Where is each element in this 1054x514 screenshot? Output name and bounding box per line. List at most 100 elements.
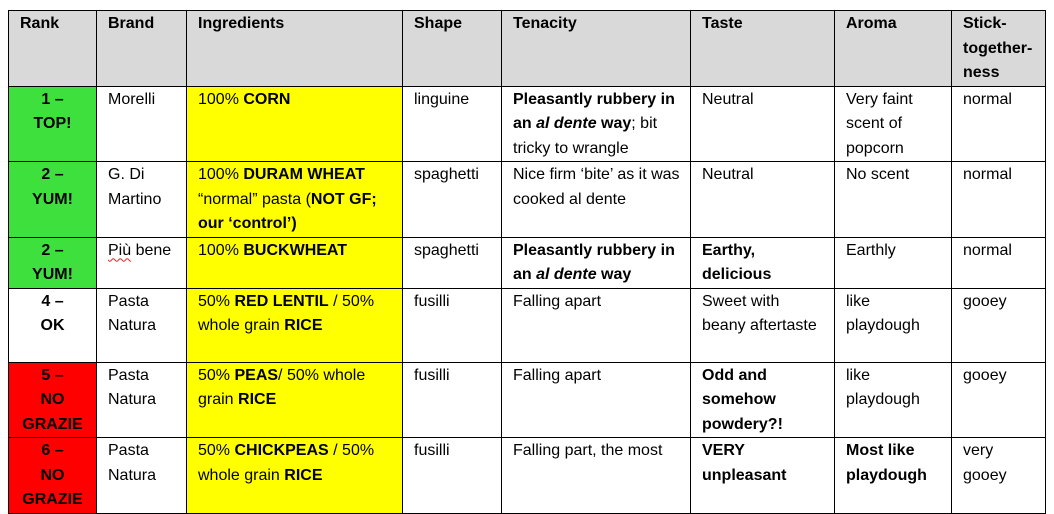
rank-cell: 6 – NO GRAZIE — [8, 437, 97, 514]
rank-cell: 2 – YUM! — [8, 161, 97, 238]
ingredients-text: / 50% whole grain — [198, 366, 366, 409]
table-row: 4 – OK Pasta Natura 50% RED LENTIL / 50% … — [8, 287, 1046, 363]
ingredients-text: / 50% whole grain — [198, 292, 375, 335]
ingredients-main: RICE — [238, 391, 277, 408]
shape-cell: fusilli — [402, 437, 502, 514]
brand-cell: Più bene — [96, 236, 187, 289]
rank-label: OK — [40, 317, 65, 334]
shape-cell: spaghetti — [402, 161, 502, 238]
ingredients-main: BUCKWHEAT — [243, 241, 348, 259]
table-row: 6 – NO GRAZIE Pasta Natura 50% CHICKPEAS … — [8, 437, 1046, 514]
ingredients-main: CHICKPEAS — [234, 442, 329, 459]
taste-cell: Sweet with beany aftertaste — [690, 287, 835, 363]
aroma-cell: No scent — [834, 161, 952, 238]
tenacity-note: ; bit tricky to wrangle — [513, 115, 658, 157]
tenacity-cell: Falling apart — [501, 361, 691, 438]
rank-label: NO GRAZIE — [22, 391, 83, 433]
ingredients-main: RICE — [284, 466, 323, 484]
table-row: 1 – TOP! Morelli 100% CORN linguine Pleas… — [8, 85, 1046, 162]
tenacity-emphasis: al dente — [536, 115, 597, 132]
header-shape: Shape — [402, 10, 502, 87]
tenacity-emphasis: al dente — [536, 266, 597, 283]
ingredients-main: PEAS — [234, 366, 279, 384]
tenacity-cell: Nice firm ‘bite’ as it was cooked al den… — [501, 161, 691, 238]
rank-number: 6 – — [41, 442, 64, 459]
header-taste: Taste — [690, 10, 835, 87]
ingredients-note: NOT GF; our ‘control’) — [198, 190, 377, 233]
taste-cell: Neutral — [690, 161, 835, 238]
header-stick-line-1: Stick- — [963, 15, 1007, 32]
pasta-tasting-table: Rank Brand Ingredients Shape Tenacity Ta… — [8, 10, 1046, 514]
taste-cell: Neutral — [690, 85, 835, 162]
table-row: 5 – NO GRAZIE Pasta Natura 50% PEAS/ 50% … — [8, 361, 1046, 438]
header-brand: Brand — [96, 10, 187, 87]
rank-cell: 5 – NO GRAZIE — [8, 361, 97, 438]
shape-cell: fusilli — [402, 361, 502, 438]
ingredients-text: 100% — [198, 166, 244, 183]
ingredients-cell: 100% DURAM WHEAT “normal” pasta (NOT GF;… — [186, 161, 403, 238]
header-stick-line-2: together- — [963, 39, 1033, 57]
brand-cell: Morelli — [96, 85, 187, 162]
rank-label: NO GRAZIE — [22, 466, 83, 509]
header-ingredients: Ingredients — [186, 10, 403, 87]
taste-cell: VERY unpleasant — [690, 437, 835, 514]
brand-cell: Pasta Natura — [96, 437, 187, 514]
aroma-cell: Very faint scent of popcorn — [834, 85, 952, 162]
brand-cell: Pasta Natura — [96, 361, 187, 438]
aroma-cell: Most like playdough — [834, 437, 952, 514]
stick-cell: very gooey — [951, 437, 1046, 514]
rank-number: 1 – — [41, 90, 64, 108]
rank-cell: 2 – YUM! — [8, 236, 97, 289]
header-row: Rank Brand Ingredients Shape Tenacity Ta… — [8, 10, 1046, 87]
shape-cell: linguine — [402, 85, 502, 162]
ingredients-cell: 50% RED LENTIL / 50% whole grain RICE — [186, 287, 403, 363]
brand-misspelled-word: Più — [108, 241, 132, 259]
rank-number: 5 – — [41, 366, 64, 384]
tenacity-text: way — [596, 266, 632, 283]
ingredients-main: CORN — [243, 90, 291, 108]
ingredients-cell: 50% CHICKPEAS / 50% whole grain RICE — [186, 437, 403, 514]
tenacity-text: way — [596, 115, 632, 132]
ingredients-cell: 50% PEAS/ 50% whole grain RICE — [186, 361, 403, 438]
rank-number: 4 – — [41, 292, 64, 310]
shape-cell: spaghetti — [402, 236, 502, 289]
tenacity-cell: Falling apart — [501, 287, 691, 363]
header-stick-togetherness: Stick-together-ness — [951, 10, 1046, 87]
taste-cell: Odd and somehow powdery?! — [690, 361, 835, 438]
rank-label: YUM! — [32, 266, 73, 283]
stick-cell: gooey — [951, 287, 1046, 363]
ingredients-cell: 100% CORN — [186, 85, 403, 162]
ingredients-text: 50% — [198, 292, 235, 310]
ingredients-main: RED LENTIL — [234, 292, 329, 310]
tenacity-cell: Pleasantly rubbery in an al dente way; b… — [501, 85, 691, 162]
rank-number: 2 – — [41, 166, 64, 183]
brand-cell: Pasta Natura — [96, 287, 187, 363]
header-rank: Rank — [8, 10, 97, 87]
tenacity-text: Pleasantly rubbery in an — [513, 90, 675, 133]
tenacity-cell: Falling part, the most — [501, 437, 691, 514]
stick-cell: normal — [951, 85, 1046, 162]
header-aroma: Aroma — [834, 10, 952, 87]
stick-cell: gooey — [951, 361, 1046, 438]
table-row: 2 – YUM! G. Di Martino 100% DURAM WHEAT “… — [8, 161, 1046, 238]
rank-label: YUM! — [32, 190, 73, 208]
stick-cell: normal — [951, 161, 1046, 238]
header-tenacity: Tenacity — [501, 10, 691, 87]
brand-cell: G. Di Martino — [96, 161, 187, 238]
shape-cell: fusilli — [402, 287, 502, 363]
ingredients-text: 100% — [198, 90, 244, 108]
ingredients-main: DURAM WHEAT — [243, 166, 365, 183]
stick-cell: normal — [951, 236, 1046, 289]
rank-cell: 1 – TOP! — [8, 85, 97, 162]
ingredients-text: 50% — [198, 442, 235, 459]
aroma-cell: like playdough — [834, 287, 952, 363]
taste-cell: Earthy, delicious — [690, 236, 835, 289]
rank-label: TOP! — [33, 115, 72, 132]
rank-cell: 4 – OK — [8, 287, 97, 363]
aroma-cell: like playdough — [834, 361, 952, 438]
rank-number: 2 – — [41, 241, 64, 259]
brand-text: bene — [131, 241, 172, 259]
header-stick-line-3: ness — [963, 64, 1000, 81]
tenacity-cell: Pleasantly rubbery in an al dente way — [501, 236, 691, 289]
table-row: 2 – YUM! Più bene 100% BUCKWHEAT spaghett… — [8, 236, 1046, 289]
